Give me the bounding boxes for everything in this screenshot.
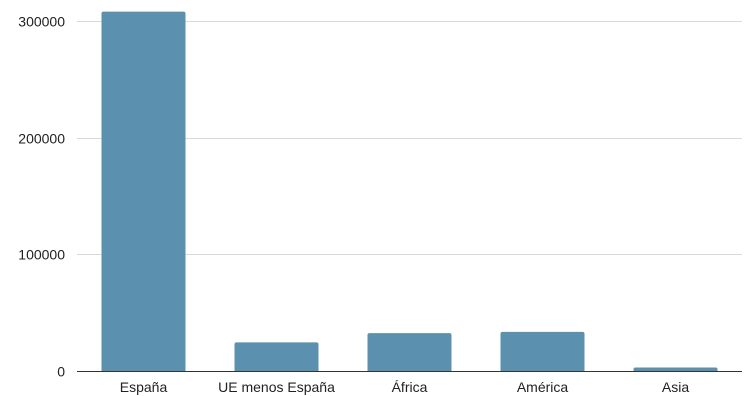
x-tick-label: UE menos España [218, 379, 335, 395]
y-tick-label: 300000 [18, 14, 65, 30]
y-tick-label: 100000 [18, 247, 65, 263]
y-tick-label: 0 [57, 364, 65, 380]
bar [367, 333, 452, 371]
bar [234, 342, 319, 371]
y-axis-tick-labels: 0 100000 200000 300000 [18, 14, 65, 380]
x-tick-label: España [120, 379, 168, 395]
x-tick-label: América [517, 379, 569, 395]
bar [633, 367, 718, 371]
x-tick-label: Asia [662, 379, 689, 395]
x-axis-tick-labels: España UE menos España África América Asia [120, 379, 690, 395]
bars [101, 11, 718, 372]
y-tick-label: 200000 [18, 131, 65, 147]
bar [101, 11, 186, 372]
x-tick-label: África [392, 379, 428, 395]
gridlines [77, 21, 742, 255]
bar [500, 331, 585, 371]
